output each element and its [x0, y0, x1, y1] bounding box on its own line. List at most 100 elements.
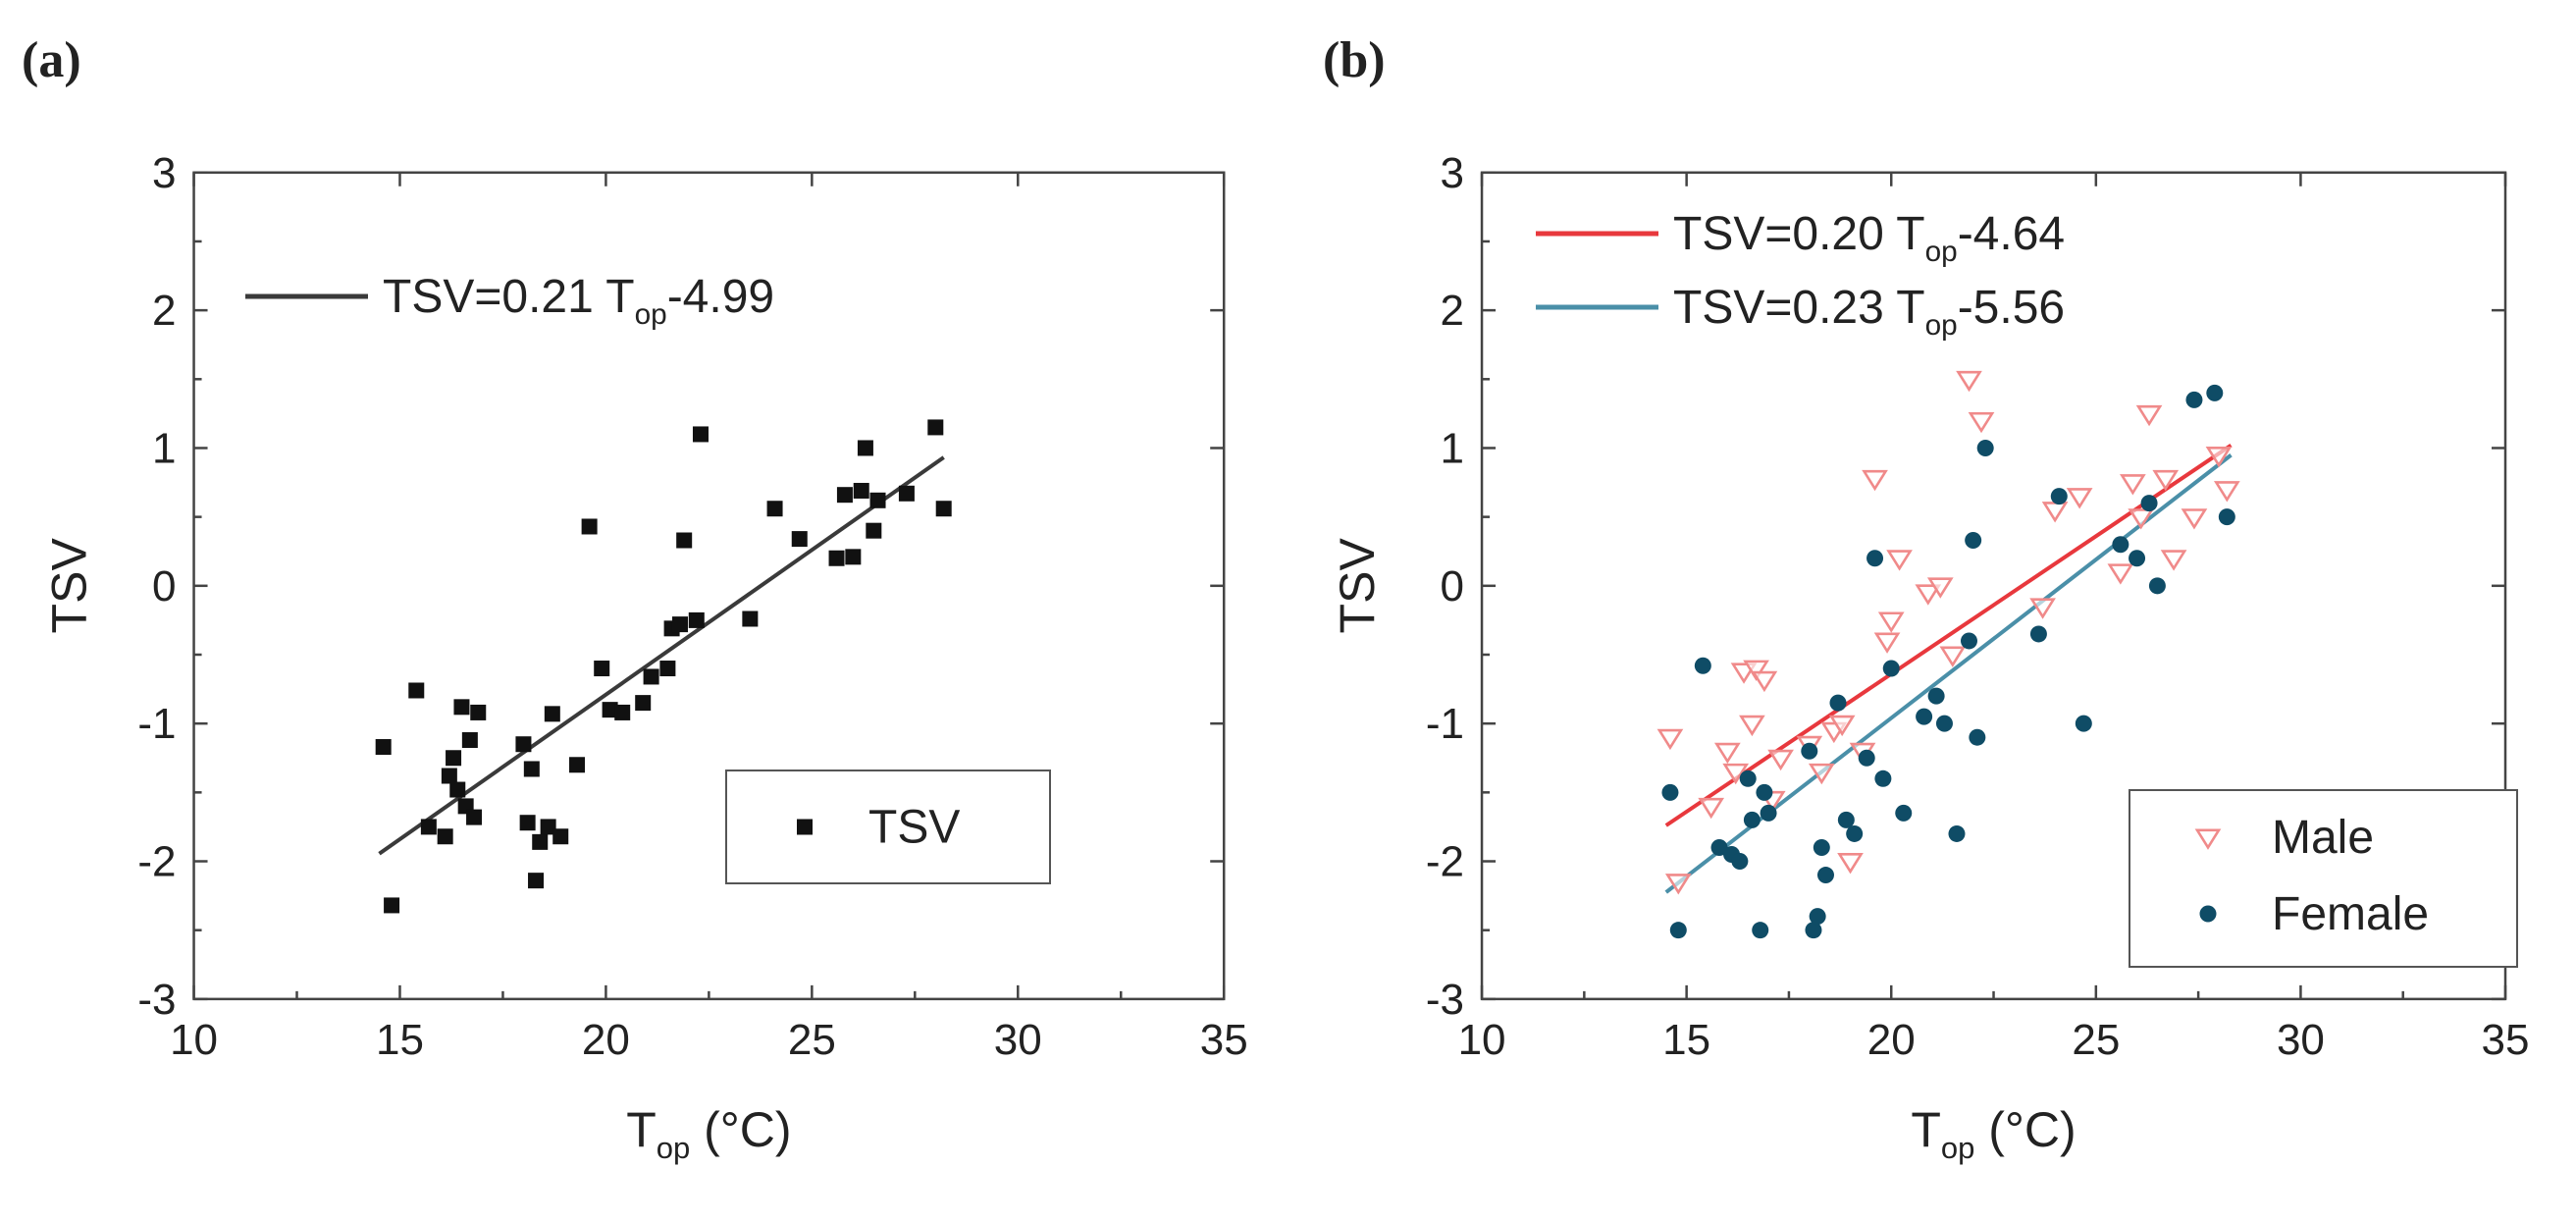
data-point-male	[1714, 742, 1741, 765]
data-point-female	[2140, 495, 2158, 512]
data-point-female	[2075, 715, 2092, 732]
data-point-male	[1915, 584, 1942, 606]
data-point-female	[1731, 853, 1749, 871]
data-point-tsv	[420, 819, 437, 835]
data-point-female	[2050, 488, 2068, 505]
data-point-tsv	[461, 732, 478, 749]
x-axis-title: Top (°C)	[626, 1102, 791, 1165]
data-point-female	[1837, 811, 1855, 828]
x-tick-label: 15	[376, 1016, 424, 1064]
data-point-tsv	[927, 419, 944, 436]
legend-box	[725, 770, 1051, 884]
data-point-tsv	[659, 661, 676, 677]
data-point-tsv	[671, 616, 688, 633]
data-point-female	[2185, 391, 2203, 408]
data-point-female	[1710, 838, 1728, 856]
data-point-tsv	[532, 833, 549, 850]
data-point-female	[1752, 922, 1769, 939]
data-point-tsv	[594, 661, 610, 677]
data-point-tsv	[528, 873, 545, 889]
data-point-male	[1877, 611, 1905, 633]
x-tick-label: 10	[1458, 1016, 1506, 1064]
legend-entry: Male	[2272, 812, 2374, 864]
data-point-tsv	[523, 761, 540, 777]
fit-line-label: TSV=0.23 Top-5.56	[1673, 282, 2065, 342]
data-point-male	[1698, 797, 1725, 820]
data-point-male	[2066, 488, 2093, 509]
y-tick-label: -3	[137, 976, 176, 1024]
data-point-female	[1760, 804, 1777, 822]
legend-box	[2129, 789, 2518, 968]
data-point-male	[1743, 660, 1769, 681]
data-point-tsv	[935, 501, 952, 517]
y-tick-label: 0	[1441, 562, 1464, 610]
data-point-female	[1976, 439, 1994, 456]
data-point-tsv	[519, 815, 536, 831]
chart-panel-b: (b) 10 15 20 25 30 35 -3 -2 -1 0 1 2 3 Top (°C) TSV TSV=…	[1323, 32, 2529, 1165]
data-point-tsv	[866, 522, 882, 539]
data-point-female	[1866, 550, 1884, 567]
x-tick-label: 30	[994, 1016, 1042, 1064]
data-point-male	[2152, 469, 2180, 492]
x-tick-label: 25	[2072, 1016, 2120, 1064]
data-point-female	[2218, 508, 2235, 526]
data-point-female	[1694, 657, 1711, 674]
y-axis-title: TSV	[1330, 538, 1385, 634]
chart-panel-a: (a) 10 15 20 25 30 35 -3 -2 -1 0 1 2 3 Top (°C) TSV TSV=…	[22, 32, 1248, 1165]
data-point-tsv	[857, 440, 873, 456]
data-point-female	[2129, 550, 2146, 567]
x-tick-label: 35	[1200, 1016, 1248, 1064]
data-point-female	[1743, 811, 1761, 828]
data-point-female	[1874, 770, 1892, 787]
data-point-male	[2128, 508, 2155, 530]
x-tick-label: 25	[788, 1016, 836, 1064]
data-point-tsv	[836, 487, 853, 504]
data-point-female	[1756, 783, 1773, 801]
data-point-female	[1927, 687, 1945, 705]
x-tick-label: 35	[2482, 1016, 2530, 1064]
y-tick-label: 2	[152, 287, 176, 335]
data-point-tsv	[828, 550, 845, 566]
x-tick-label: 30	[2277, 1016, 2325, 1064]
data-point-tsv	[853, 482, 869, 499]
data-point-female	[1882, 660, 1900, 677]
data-point-tsv	[766, 501, 783, 517]
data-point-tsv	[449, 781, 466, 798]
x-tick-label: 15	[1662, 1016, 1710, 1064]
data-point-female	[1809, 908, 1826, 926]
data-point-female	[1829, 694, 1847, 712]
data-point-female	[1801, 742, 1818, 760]
data-point-male	[1656, 728, 1684, 751]
data-point-male	[1751, 670, 1778, 693]
data-point-tsv	[869, 492, 886, 508]
legend-marker	[2199, 905, 2217, 923]
panel-label: (b)	[1323, 32, 1386, 88]
data-point-female	[2029, 625, 2047, 643]
data-point-female	[2112, 536, 2129, 554]
data-point-female	[1965, 532, 1982, 550]
fit-line-label: TSV=0.21 Top-4.99	[383, 271, 774, 331]
legend-entry: Female	[2272, 888, 2429, 940]
legend-marker	[797, 819, 813, 835]
data-point-male	[2181, 508, 2208, 530]
data-point-tsv	[544, 706, 560, 722]
panel-label: (a)	[22, 32, 81, 88]
legend-entry: TSV	[868, 802, 960, 854]
data-point-male	[2041, 502, 2069, 523]
data-point-male	[2205, 447, 2233, 468]
data-point-female	[1739, 770, 1757, 787]
data-point-female	[1960, 632, 1977, 650]
data-point-tsv	[791, 531, 808, 548]
data-point-tsv	[688, 611, 705, 628]
data-point-male	[1862, 469, 1888, 492]
data-point-female	[2148, 577, 2166, 595]
data-point-tsv	[614, 704, 631, 720]
data-point-female	[1969, 728, 1986, 746]
data-point-female	[1846, 824, 1864, 842]
data-point-male	[1739, 715, 1765, 737]
data-point-male	[1722, 763, 1750, 785]
data-point-tsv	[692, 426, 709, 443]
data-point-male	[2213, 481, 2240, 503]
data-point-male	[1808, 763, 1835, 785]
data-point-female	[1816, 867, 1834, 884]
